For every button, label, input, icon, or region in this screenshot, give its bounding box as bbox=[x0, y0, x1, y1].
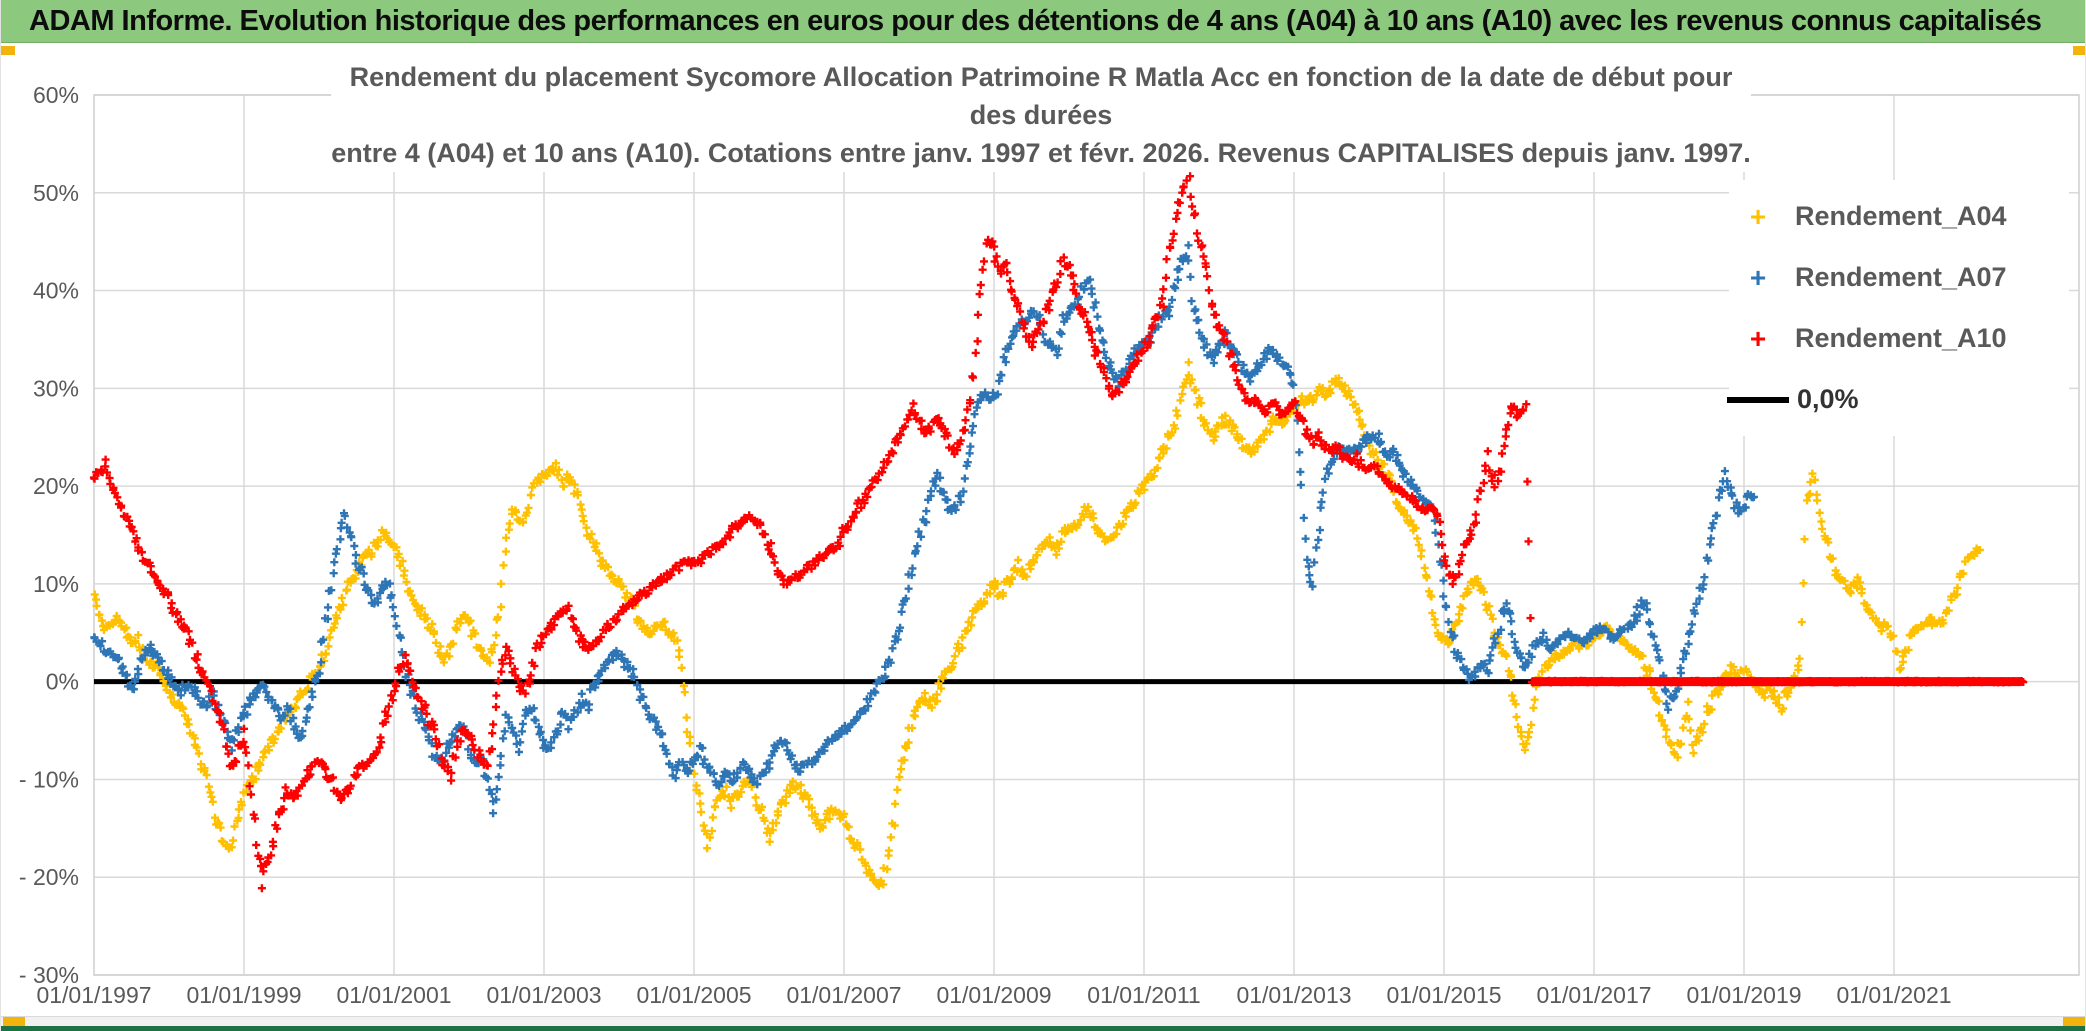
svg-text:60%: 60% bbox=[33, 82, 79, 108]
legend-label: Rendement_A04 bbox=[1795, 201, 2007, 231]
svg-text:01/01/2013: 01/01/2013 bbox=[1236, 982, 1351, 1008]
svg-text:10%: 10% bbox=[33, 571, 79, 597]
plus-marker-icon: + bbox=[1749, 322, 1767, 354]
svg-text:- 10%: - 10% bbox=[19, 766, 79, 792]
svg-text:01/01/2001: 01/01/2001 bbox=[336, 982, 451, 1008]
svg-text:01/01/2011: 01/01/2011 bbox=[1087, 982, 1200, 1008]
svg-text:01/01/2015: 01/01/2015 bbox=[1386, 982, 1501, 1008]
legend: + Rendement_A04 + Rendement_A07 + Rendem… bbox=[1727, 180, 2069, 436]
svg-text:30%: 30% bbox=[33, 375, 79, 401]
page-title: ADAM Informe. Evolution historique des p… bbox=[29, 5, 2042, 37]
chart-subtitle-line1: Rendement du placement Sycomore Allocati… bbox=[349, 62, 1733, 130]
x-gridlines bbox=[243, 95, 1895, 975]
svg-text:01/01/2005: 01/01/2005 bbox=[636, 982, 751, 1008]
svg-text:0%: 0% bbox=[46, 669, 79, 695]
svg-text:01/01/2009: 01/01/2009 bbox=[936, 982, 1051, 1008]
svg-text:01/01/2007: 01/01/2007 bbox=[786, 982, 901, 1008]
chart-subtitle: Rendement du placement Sycomore Allocati… bbox=[331, 58, 1751, 172]
svg-text:01/01/1999: 01/01/1999 bbox=[186, 982, 301, 1008]
svg-text:01/01/2019: 01/01/2019 bbox=[1686, 982, 1801, 1008]
svg-text:40%: 40% bbox=[33, 278, 79, 304]
svg-text:01/01/2003: 01/01/2003 bbox=[486, 982, 601, 1008]
footer-bar bbox=[1, 1026, 2085, 1031]
x-axis-labels: 01/01/1997 01/01/1999 01/01/2001 01/01/2003… bbox=[36, 982, 1951, 1008]
legend-label: Rendement_A10 bbox=[1795, 323, 2007, 353]
legend-item-zero-line: 0,0% bbox=[1727, 369, 2069, 430]
chart-subtitle-line2: entre 4 (A04) et 10 ans (A10). Cotations… bbox=[331, 138, 1751, 168]
accent-square-top-right bbox=[2073, 46, 2085, 55]
svg-text:- 20%: - 20% bbox=[19, 864, 79, 890]
plus-marker-icon: + bbox=[1749, 200, 1767, 232]
legend-item-rendement-a04: + Rendement_A04 bbox=[1729, 186, 2069, 247]
svg-text:20%: 20% bbox=[33, 473, 79, 499]
svg-text:50%: 50% bbox=[33, 180, 79, 206]
svg-text:01/01/2021: 01/01/2021 bbox=[1836, 982, 1951, 1008]
legend-item-rendement-a10: + Rendement_A10 bbox=[1729, 308, 2069, 369]
svg-text:01/01/1997: 01/01/1997 bbox=[36, 982, 151, 1008]
legend-label: Rendement_A07 bbox=[1795, 262, 2007, 292]
accent-square-top-left bbox=[1, 46, 15, 55]
series-rendement_a07 bbox=[90, 241, 1758, 818]
series-rendement_a04 bbox=[90, 358, 1984, 890]
legend-item-rendement-a07: + Rendement_A07 bbox=[1729, 247, 2069, 308]
plus-marker-icon: + bbox=[1749, 261, 1767, 293]
y-axis-labels: 60% 50% 40% 30% 20% 10% 0% - 10% - 20% - 30% bbox=[19, 82, 79, 988]
horizontal-scrollbar[interactable] bbox=[1, 1016, 2085, 1027]
title-bar: ADAM Informe. Evolution historique des p… bbox=[1, 0, 2085, 43]
zero-line-swatch-icon bbox=[1727, 396, 1789, 403]
svg-text:01/01/2017: 01/01/2017 bbox=[1536, 982, 1651, 1008]
svg-text:- 30%: - 30% bbox=[19, 962, 79, 988]
legend-label: 0,0% bbox=[1797, 384, 1859, 414]
